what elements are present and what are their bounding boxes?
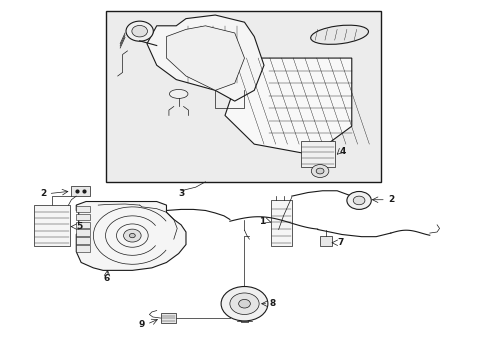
Circle shape (311, 165, 328, 177)
Polygon shape (166, 26, 244, 90)
Bar (271, 200, 291, 246)
Circle shape (229, 293, 259, 315)
Bar (76, 229, 90, 236)
Circle shape (238, 300, 250, 308)
Text: 4: 4 (339, 147, 345, 156)
Circle shape (221, 287, 267, 321)
Polygon shape (76, 202, 185, 270)
Text: 3: 3 (178, 189, 184, 198)
Bar (160, 314, 176, 323)
Bar (300, 140, 334, 167)
Text: 1: 1 (259, 217, 265, 226)
Polygon shape (147, 15, 264, 101)
Text: 6: 6 (103, 274, 110, 283)
Circle shape (132, 26, 147, 37)
Circle shape (126, 21, 153, 41)
Text: 8: 8 (269, 299, 276, 308)
Bar (76, 237, 90, 244)
Bar (76, 214, 90, 220)
Text: 9: 9 (138, 320, 144, 329)
Circle shape (316, 168, 324, 174)
Bar (76, 206, 90, 212)
Polygon shape (224, 58, 351, 155)
Circle shape (129, 233, 135, 238)
Bar (320, 235, 331, 246)
Circle shape (352, 196, 364, 205)
Ellipse shape (310, 25, 368, 44)
Text: 7: 7 (336, 238, 343, 247)
Bar (76, 222, 90, 228)
Ellipse shape (169, 89, 187, 98)
Bar (34, 205, 70, 246)
Text: 2: 2 (40, 189, 46, 198)
Text: 2: 2 (387, 195, 394, 204)
Circle shape (346, 192, 370, 210)
Bar (71, 186, 90, 196)
Text: 5: 5 (76, 222, 82, 231)
Bar (76, 245, 90, 252)
Circle shape (123, 229, 141, 242)
Bar (105, 12, 380, 182)
